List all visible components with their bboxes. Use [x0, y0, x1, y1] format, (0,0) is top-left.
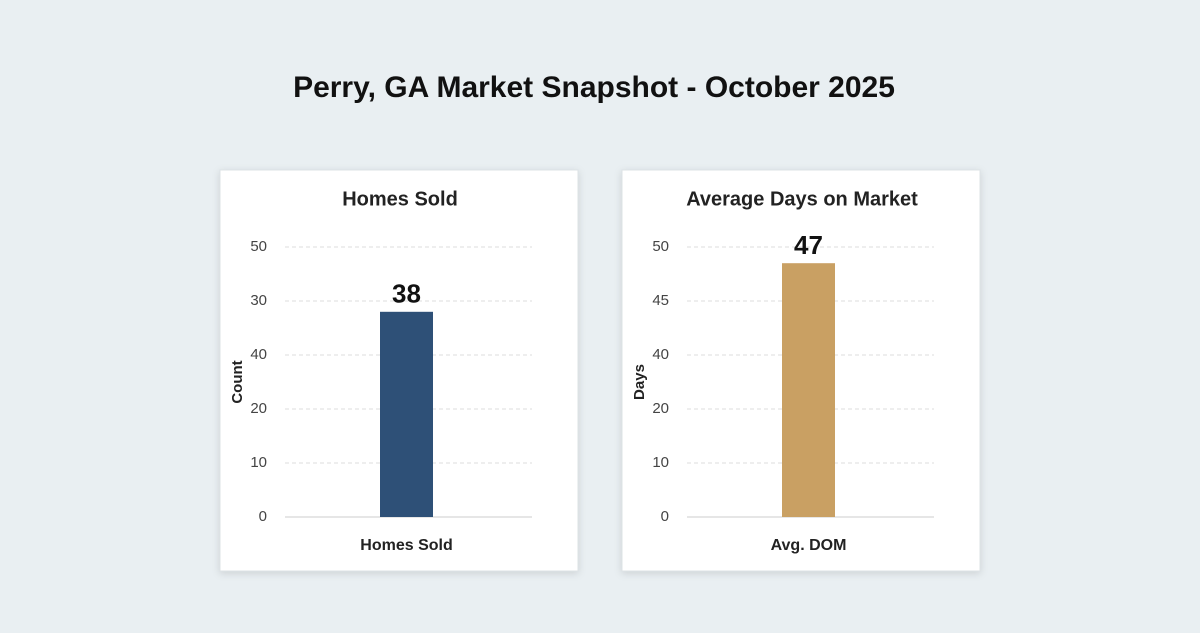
- y-tick-label: 30: [250, 292, 267, 309]
- value-label: 47: [794, 230, 823, 260]
- value-label: 38: [392, 279, 421, 309]
- x-tick-label: Avg. DOM: [771, 537, 847, 554]
- y-tick-label: 40: [652, 346, 669, 363]
- chart-title: Homes Sold: [342, 188, 458, 210]
- y-tick-label: 20: [652, 400, 669, 417]
- y-tick-label: 10: [250, 454, 267, 471]
- y-tick-label: 40: [250, 346, 267, 363]
- chart-title: Average Days on Market: [686, 188, 918, 210]
- y-tick-label: 0: [661, 508, 669, 525]
- y-tick-label: 45: [652, 292, 669, 309]
- bar: [380, 311, 433, 517]
- y-tick-label: 0: [259, 508, 267, 525]
- bar: [782, 263, 835, 517]
- y-tick-label: 50: [652, 238, 669, 255]
- y-tick-label: 50: [250, 238, 267, 255]
- x-tick-label: Homes Sold: [360, 537, 452, 554]
- y-tick-label: 10: [652, 454, 669, 471]
- y-axis-label: Days: [631, 364, 648, 400]
- y-axis-label: Count: [229, 360, 246, 403]
- y-tick-label: 20: [250, 400, 267, 417]
- page-title: Perry, GA Market Snapshot - October 2025: [293, 71, 895, 104]
